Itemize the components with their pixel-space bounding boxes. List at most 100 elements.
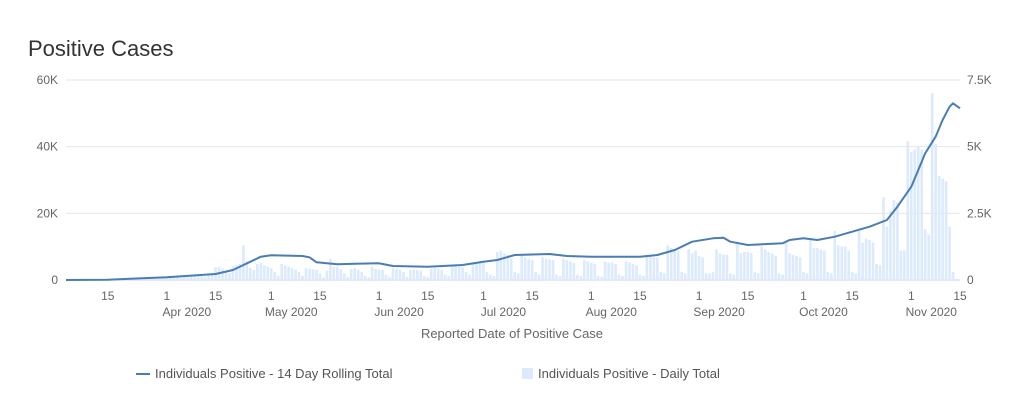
daily-bar[interactable] — [826, 272, 830, 280]
daily-bar[interactable] — [513, 272, 517, 280]
daily-bar[interactable] — [176, 277, 179, 280]
daily-bar[interactable] — [283, 265, 287, 280]
daily-bar[interactable] — [850, 272, 854, 280]
daily-bar[interactable] — [558, 276, 562, 280]
daily-bar[interactable] — [923, 229, 927, 280]
daily-bar[interactable] — [245, 261, 249, 280]
daily-bar[interactable] — [259, 262, 263, 280]
daily-bar[interactable] — [391, 268, 395, 280]
daily-bar[interactable] — [864, 238, 868, 280]
daily-bar[interactable] — [753, 272, 757, 280]
daily-bar[interactable] — [652, 257, 656, 280]
daily-bar[interactable] — [812, 248, 816, 280]
daily-bar[interactable] — [565, 260, 569, 280]
daily-bar[interactable] — [534, 272, 537, 280]
legend-item-daily[interactable]: Individuals Positive - Daily Total — [522, 366, 720, 381]
daily-bar[interactable] — [485, 272, 489, 280]
daily-bar[interactable] — [249, 268, 252, 280]
daily-bar[interactable] — [909, 152, 913, 280]
daily-bar[interactable] — [680, 272, 684, 280]
daily-bar[interactable] — [920, 149, 924, 280]
daily-bar[interactable] — [541, 257, 544, 280]
daily-bar[interactable] — [955, 278, 958, 280]
daily-bar[interactable] — [349, 268, 353, 280]
daily-bar[interactable] — [412, 269, 416, 280]
daily-bar[interactable] — [436, 268, 440, 280]
daily-bar[interactable] — [951, 272, 955, 280]
daily-bar[interactable] — [158, 277, 162, 280]
daily-bar[interactable] — [447, 276, 450, 280]
daily-bar[interactable] — [374, 268, 377, 280]
daily-bar[interactable] — [916, 146, 920, 280]
daily-bar[interactable] — [186, 275, 190, 280]
daily-bar[interactable] — [290, 268, 294, 280]
daily-bar[interactable] — [235, 265, 238, 280]
daily-bar[interactable] — [669, 248, 673, 280]
daily-bar[interactable] — [478, 261, 482, 280]
daily-bar[interactable] — [276, 276, 280, 280]
daily-bar[interactable] — [610, 262, 614, 280]
daily-bar[interactable] — [589, 262, 593, 280]
daily-bar[interactable] — [367, 277, 370, 280]
daily-bar[interactable] — [356, 269, 360, 280]
daily-bar[interactable] — [614, 264, 617, 280]
daily-bar[interactable] — [635, 265, 638, 280]
daily-bar[interactable] — [603, 261, 607, 280]
daily-bar[interactable] — [736, 241, 739, 280]
daily-bar[interactable] — [489, 274, 492, 280]
daily-bar[interactable] — [342, 273, 346, 280]
daily-bar[interactable] — [586, 261, 590, 280]
daily-bar[interactable] — [819, 249, 823, 280]
daily-bar[interactable] — [551, 260, 555, 280]
daily-bar[interactable] — [405, 276, 409, 280]
daily-bar[interactable] — [642, 276, 645, 280]
daily-bar[interactable] — [833, 230, 837, 280]
daily-bar[interactable] — [760, 246, 764, 280]
daily-bar[interactable] — [238, 264, 242, 280]
daily-bar[interactable] — [409, 269, 412, 280]
daily-bar[interactable] — [502, 253, 506, 280]
daily-bar[interactable] — [596, 276, 600, 280]
daily-bar[interactable] — [711, 272, 715, 280]
daily-bar[interactable] — [322, 277, 325, 280]
daily-bar[interactable] — [934, 144, 937, 280]
daily-bar[interactable] — [454, 266, 457, 280]
daily-bar[interactable] — [805, 273, 809, 280]
daily-bar[interactable] — [673, 249, 677, 280]
daily-bar[interactable] — [896, 202, 899, 280]
daily-bar[interactable] — [795, 256, 798, 280]
daily-bar[interactable] — [899, 250, 903, 280]
daily-bar[interactable] — [165, 277, 169, 280]
daily-bar[interactable] — [739, 253, 743, 280]
daily-bar[interactable] — [579, 276, 583, 280]
daily-bar[interactable] — [746, 252, 750, 280]
daily-bar[interactable] — [262, 265, 266, 280]
daily-bar[interactable] — [788, 253, 791, 280]
daily-bar[interactable] — [732, 274, 736, 280]
daily-bar[interactable] — [708, 273, 711, 280]
daily-bar[interactable] — [777, 273, 781, 280]
daily-bar[interactable] — [847, 250, 850, 280]
daily-bar[interactable] — [816, 248, 819, 280]
daily-bar[interactable] — [628, 262, 631, 280]
daily-bar[interactable] — [422, 276, 426, 280]
daily-bar[interactable] — [311, 269, 315, 280]
daily-bar[interactable] — [346, 276, 350, 280]
daily-bar[interactable] — [645, 254, 649, 280]
daily-bar[interactable] — [770, 253, 774, 280]
daily-bar[interactable] — [523, 257, 527, 280]
daily-bar[interactable] — [829, 273, 833, 280]
daily-bar[interactable] — [297, 272, 301, 280]
daily-bar[interactable] — [624, 261, 628, 280]
daily-bar[interactable] — [930, 93, 934, 280]
daily-bar[interactable] — [384, 274, 388, 280]
daily-bar[interactable] — [224, 272, 228, 280]
daily-bar[interactable] — [743, 252, 746, 280]
daily-bar[interactable] — [927, 234, 930, 280]
daily-bar[interactable] — [200, 276, 203, 280]
daily-bar[interactable] — [266, 266, 270, 280]
daily-bar[interactable] — [749, 253, 753, 280]
daily-bar[interactable] — [683, 273, 687, 280]
daily-bar[interactable] — [336, 267, 339, 280]
daily-bar[interactable] — [353, 268, 357, 280]
